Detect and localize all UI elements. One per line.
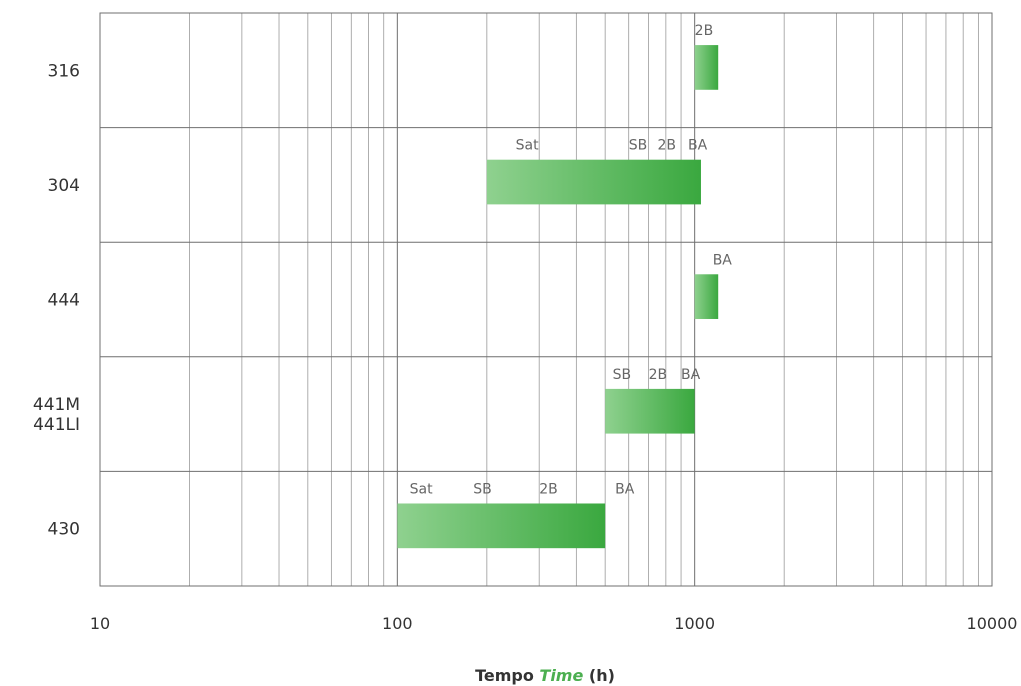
finish-label: BA	[615, 481, 635, 497]
x-axis-label-time: Time	[539, 666, 583, 685]
x-tick-label: 1000	[674, 614, 715, 633]
bar	[605, 388, 695, 434]
finish-label: Sat	[410, 481, 433, 497]
x-axis-label-tempo: Tempo	[475, 666, 534, 685]
category-label: 441LI	[33, 415, 80, 435]
bars	[397, 45, 719, 549]
finish-label: 2B	[539, 481, 558, 497]
bar	[397, 503, 606, 549]
finish-label: 2B	[658, 138, 677, 154]
plot-frame	[99, 12, 993, 587]
category-label: 441M	[33, 395, 80, 415]
finish-label: 2B	[649, 367, 668, 383]
finish-labels: 2B Sat SB 2B BA BA SB 2B BA Sat SB 2B BA	[410, 23, 733, 497]
x-tick-label: 10000	[967, 614, 1018, 633]
x-tick-label: 10	[90, 614, 110, 633]
finish-label: Sat	[516, 138, 539, 154]
bar	[694, 274, 719, 319]
finish-label: SB	[629, 138, 648, 154]
bar	[694, 45, 719, 90]
category-label: 304	[48, 176, 80, 196]
category-label: 444	[48, 291, 80, 311]
x-axis-label-unit: (h)	[589, 666, 615, 685]
finish-label: SB	[473, 481, 492, 497]
category-label: 316	[48, 61, 80, 81]
x-tick-labels: 10 100 1000 10000	[90, 614, 1018, 633]
finish-label: BA	[688, 138, 708, 154]
finish-label: BA	[681, 367, 701, 383]
grid	[99, 12, 993, 587]
finish-label: 2B	[695, 23, 714, 39]
bar	[486, 159, 701, 205]
finish-label: BA	[713, 252, 733, 268]
x-tick-label: 100	[382, 614, 413, 633]
finish-label: SB	[613, 367, 632, 383]
category-label: 430	[48, 520, 80, 540]
x-axis-label: Tempo Time (h)	[475, 666, 615, 685]
